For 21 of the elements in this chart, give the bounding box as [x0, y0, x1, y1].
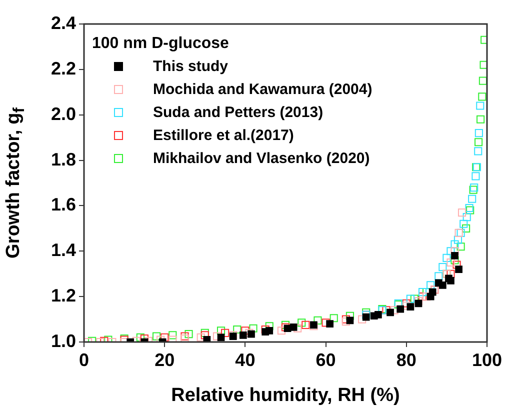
y-tick-label: 1.4 [50, 240, 76, 260]
legend-label: Mikhailov and Vlasenko (2020) [153, 149, 370, 169]
y-tick-label: 2.2 [50, 58, 76, 78]
legend-label: Estillore et al.(2017) [153, 126, 294, 146]
y-tick-label: 1.0 [50, 330, 76, 351]
legend-title: 100 nm D-glucose [92, 34, 230, 54]
legend-label: This study [153, 57, 228, 77]
x-tick-label: 80 [396, 350, 416, 370]
legend-label: Suda and Petters (2013) [153, 103, 324, 123]
legend-label: Mochida and Kawamura (2004) [153, 80, 372, 100]
y-tick-label: 1.6 [50, 194, 76, 215]
x-tick-label: 20 [154, 350, 175, 370]
y-tick-label: 2.4 [50, 12, 76, 33]
x-tick-label: 100 [472, 350, 502, 370]
x-axis-title: Relative humidity, RH (%) [170, 385, 401, 407]
x-tick-label: 0 [78, 350, 90, 370]
y-tick-label: 1.8 [50, 149, 76, 170]
y-tick-label: 2.0 [50, 104, 76, 124]
x-tick-label: 40 [235, 350, 256, 370]
x-tick-label: 60 [316, 350, 336, 370]
y-tick-label: 1.2 [50, 286, 76, 306]
